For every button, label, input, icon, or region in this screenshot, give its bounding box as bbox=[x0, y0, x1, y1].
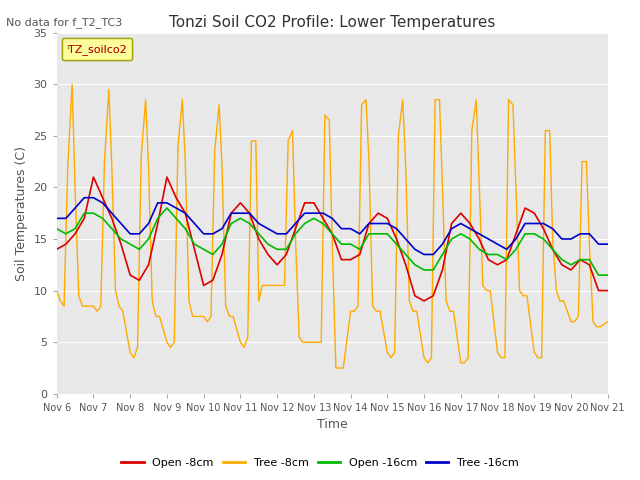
Title: Tonzi Soil CO2 Profile: Lower Temperatures: Tonzi Soil CO2 Profile: Lower Temperatur… bbox=[169, 15, 495, 30]
Y-axis label: Soil Temperatures (C): Soil Temperatures (C) bbox=[15, 146, 28, 281]
Legend: Open -8cm, Tree -8cm, Open -16cm, Tree -16cm: Open -8cm, Tree -8cm, Open -16cm, Tree -… bbox=[117, 453, 523, 472]
Text: No data for f_T2_TC3: No data for f_T2_TC3 bbox=[6, 17, 123, 28]
Legend: TZ_soilco2: TZ_soilco2 bbox=[62, 38, 132, 60]
X-axis label: Time: Time bbox=[317, 419, 348, 432]
